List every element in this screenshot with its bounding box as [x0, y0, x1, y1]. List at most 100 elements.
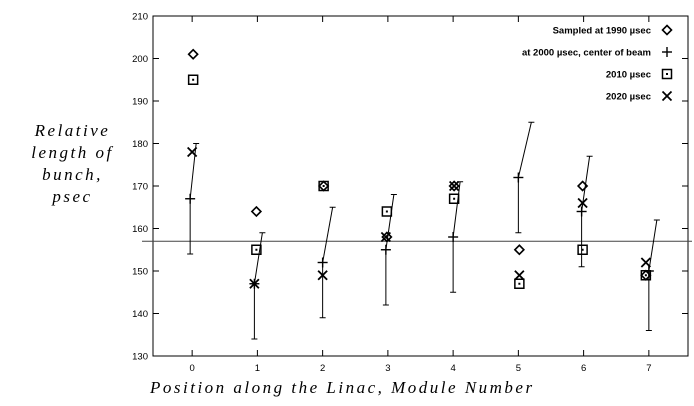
y-tick-label: 130	[132, 352, 148, 363]
y-axis-label: Relative length of bunch, psec	[0, 120, 145, 208]
error-bar-upper	[322, 207, 334, 263]
x-tick-label: 4	[450, 363, 455, 374]
y-axis-label-line-1: Relative	[34, 121, 111, 140]
x-marker-b	[317, 270, 328, 281]
x-marker-b	[380, 231, 392, 243]
square-marker-shape	[661, 68, 673, 80]
error-bar-upper	[648, 219, 658, 272]
legend-entry-label: Sampled at 1990 µsec	[553, 26, 651, 37]
series-1-point	[448, 180, 460, 192]
series-1-point	[513, 244, 525, 256]
series-1-point	[250, 205, 263, 218]
square-marker-shape	[187, 74, 199, 85]
diamond-marker-shape	[448, 180, 460, 192]
series-1-point	[576, 180, 589, 192]
y-axis-label-line-3: bunch,	[42, 165, 103, 184]
x-tick-label: 0	[189, 363, 194, 374]
y-tick-label: 200	[132, 54, 148, 65]
error-bar	[187, 143, 200, 255]
series-3-point	[251, 244, 262, 255]
y-axis-label-line-4: psec	[52, 187, 93, 206]
plot-frame	[152, 15, 689, 357]
square-marker-dot	[385, 210, 388, 213]
series-4-point	[448, 180, 460, 192]
square-marker-dot	[581, 248, 584, 251]
square-marker-dot	[322, 185, 325, 187]
series-1-point	[187, 48, 199, 60]
y-tick-label: 170	[132, 182, 148, 193]
error-bar	[645, 219, 660, 331]
x-marker-b	[577, 197, 588, 209]
legend-entry-marker	[661, 90, 673, 102]
x-axis-label: Position along the Linac, Module Number	[150, 378, 535, 397]
square-marker-dot	[255, 248, 258, 251]
x-marker-b	[448, 180, 460, 192]
square-marker-dot	[666, 73, 668, 75]
error-bar	[319, 206, 336, 319]
legend-entry-marker	[661, 24, 673, 36]
y-tick-label: 160	[132, 224, 148, 235]
square-marker-shape	[577, 244, 588, 255]
square-marker-shape	[448, 193, 460, 204]
error-bar-upper	[253, 232, 263, 284]
legend-entry-label: 2020 µsec	[606, 92, 651, 103]
series-4-point	[317, 270, 328, 281]
series-3-point	[187, 74, 199, 85]
series-2-point	[513, 172, 524, 183]
series-2-point	[185, 193, 196, 204]
series-2-point	[380, 244, 391, 255]
error-bar	[251, 232, 266, 340]
x-marker-b	[249, 278, 260, 289]
x-tick-label: 5	[516, 363, 521, 374]
series-3-point	[640, 270, 652, 281]
diamond-marker-shape	[513, 244, 525, 256]
x-tick-label: 2	[320, 363, 325, 374]
y-tick-label: 210	[132, 12, 148, 23]
series-2-point	[317, 257, 328, 268]
square-marker-dot	[192, 78, 195, 81]
square-marker-dot	[518, 282, 521, 285]
legend-entry-label: 2010 µsec	[606, 70, 651, 81]
error-bar-upper	[452, 181, 461, 238]
square-marker-dot	[644, 274, 647, 277]
x-marker-b	[661, 90, 673, 102]
square-marker-shape	[251, 244, 262, 255]
legend-entry-marker	[661, 68, 673, 80]
series-4-point	[380, 231, 392, 243]
series-3-point	[514, 278, 525, 289]
series-4-point	[187, 146, 198, 158]
series-4-point	[577, 197, 588, 209]
diamond-marker-shape	[576, 180, 589, 192]
legend-entry-label: at 2000 µsec, center of beam	[522, 48, 651, 59]
error-bar-upper	[189, 143, 197, 199]
y-tick-label: 190	[132, 97, 148, 108]
square-marker-shape	[381, 206, 393, 217]
series-3-point	[318, 180, 329, 192]
series-4-point	[514, 270, 525, 281]
series-4-point	[640, 257, 651, 268]
error-bar-upper	[517, 122, 532, 178]
x-tick-label: 6	[581, 363, 586, 374]
y-tick-label: 180	[132, 139, 148, 150]
series-2-point	[576, 206, 587, 217]
series-3-point	[381, 206, 393, 217]
square-marker-shape	[514, 278, 525, 289]
x-marker-b	[640, 257, 651, 268]
x-marker-b	[514, 270, 525, 281]
diamond-marker-shape	[187, 48, 199, 60]
x-tick-label: 7	[646, 363, 651, 374]
square-marker-shape	[318, 180, 329, 192]
series-2-point	[448, 232, 459, 242]
series-3-point	[577, 244, 588, 255]
series-3-point	[448, 193, 460, 204]
x-marker-b	[187, 146, 198, 158]
square-marker-dot	[453, 197, 456, 200]
x-tick-label: 3	[385, 363, 390, 374]
error-bar	[515, 121, 535, 234]
x-tick-label: 1	[255, 363, 260, 374]
y-tick-label: 140	[132, 309, 148, 320]
series-4-point	[249, 278, 260, 289]
diamond-marker-shape	[661, 24, 673, 36]
legend-entry-marker	[662, 47, 672, 57]
